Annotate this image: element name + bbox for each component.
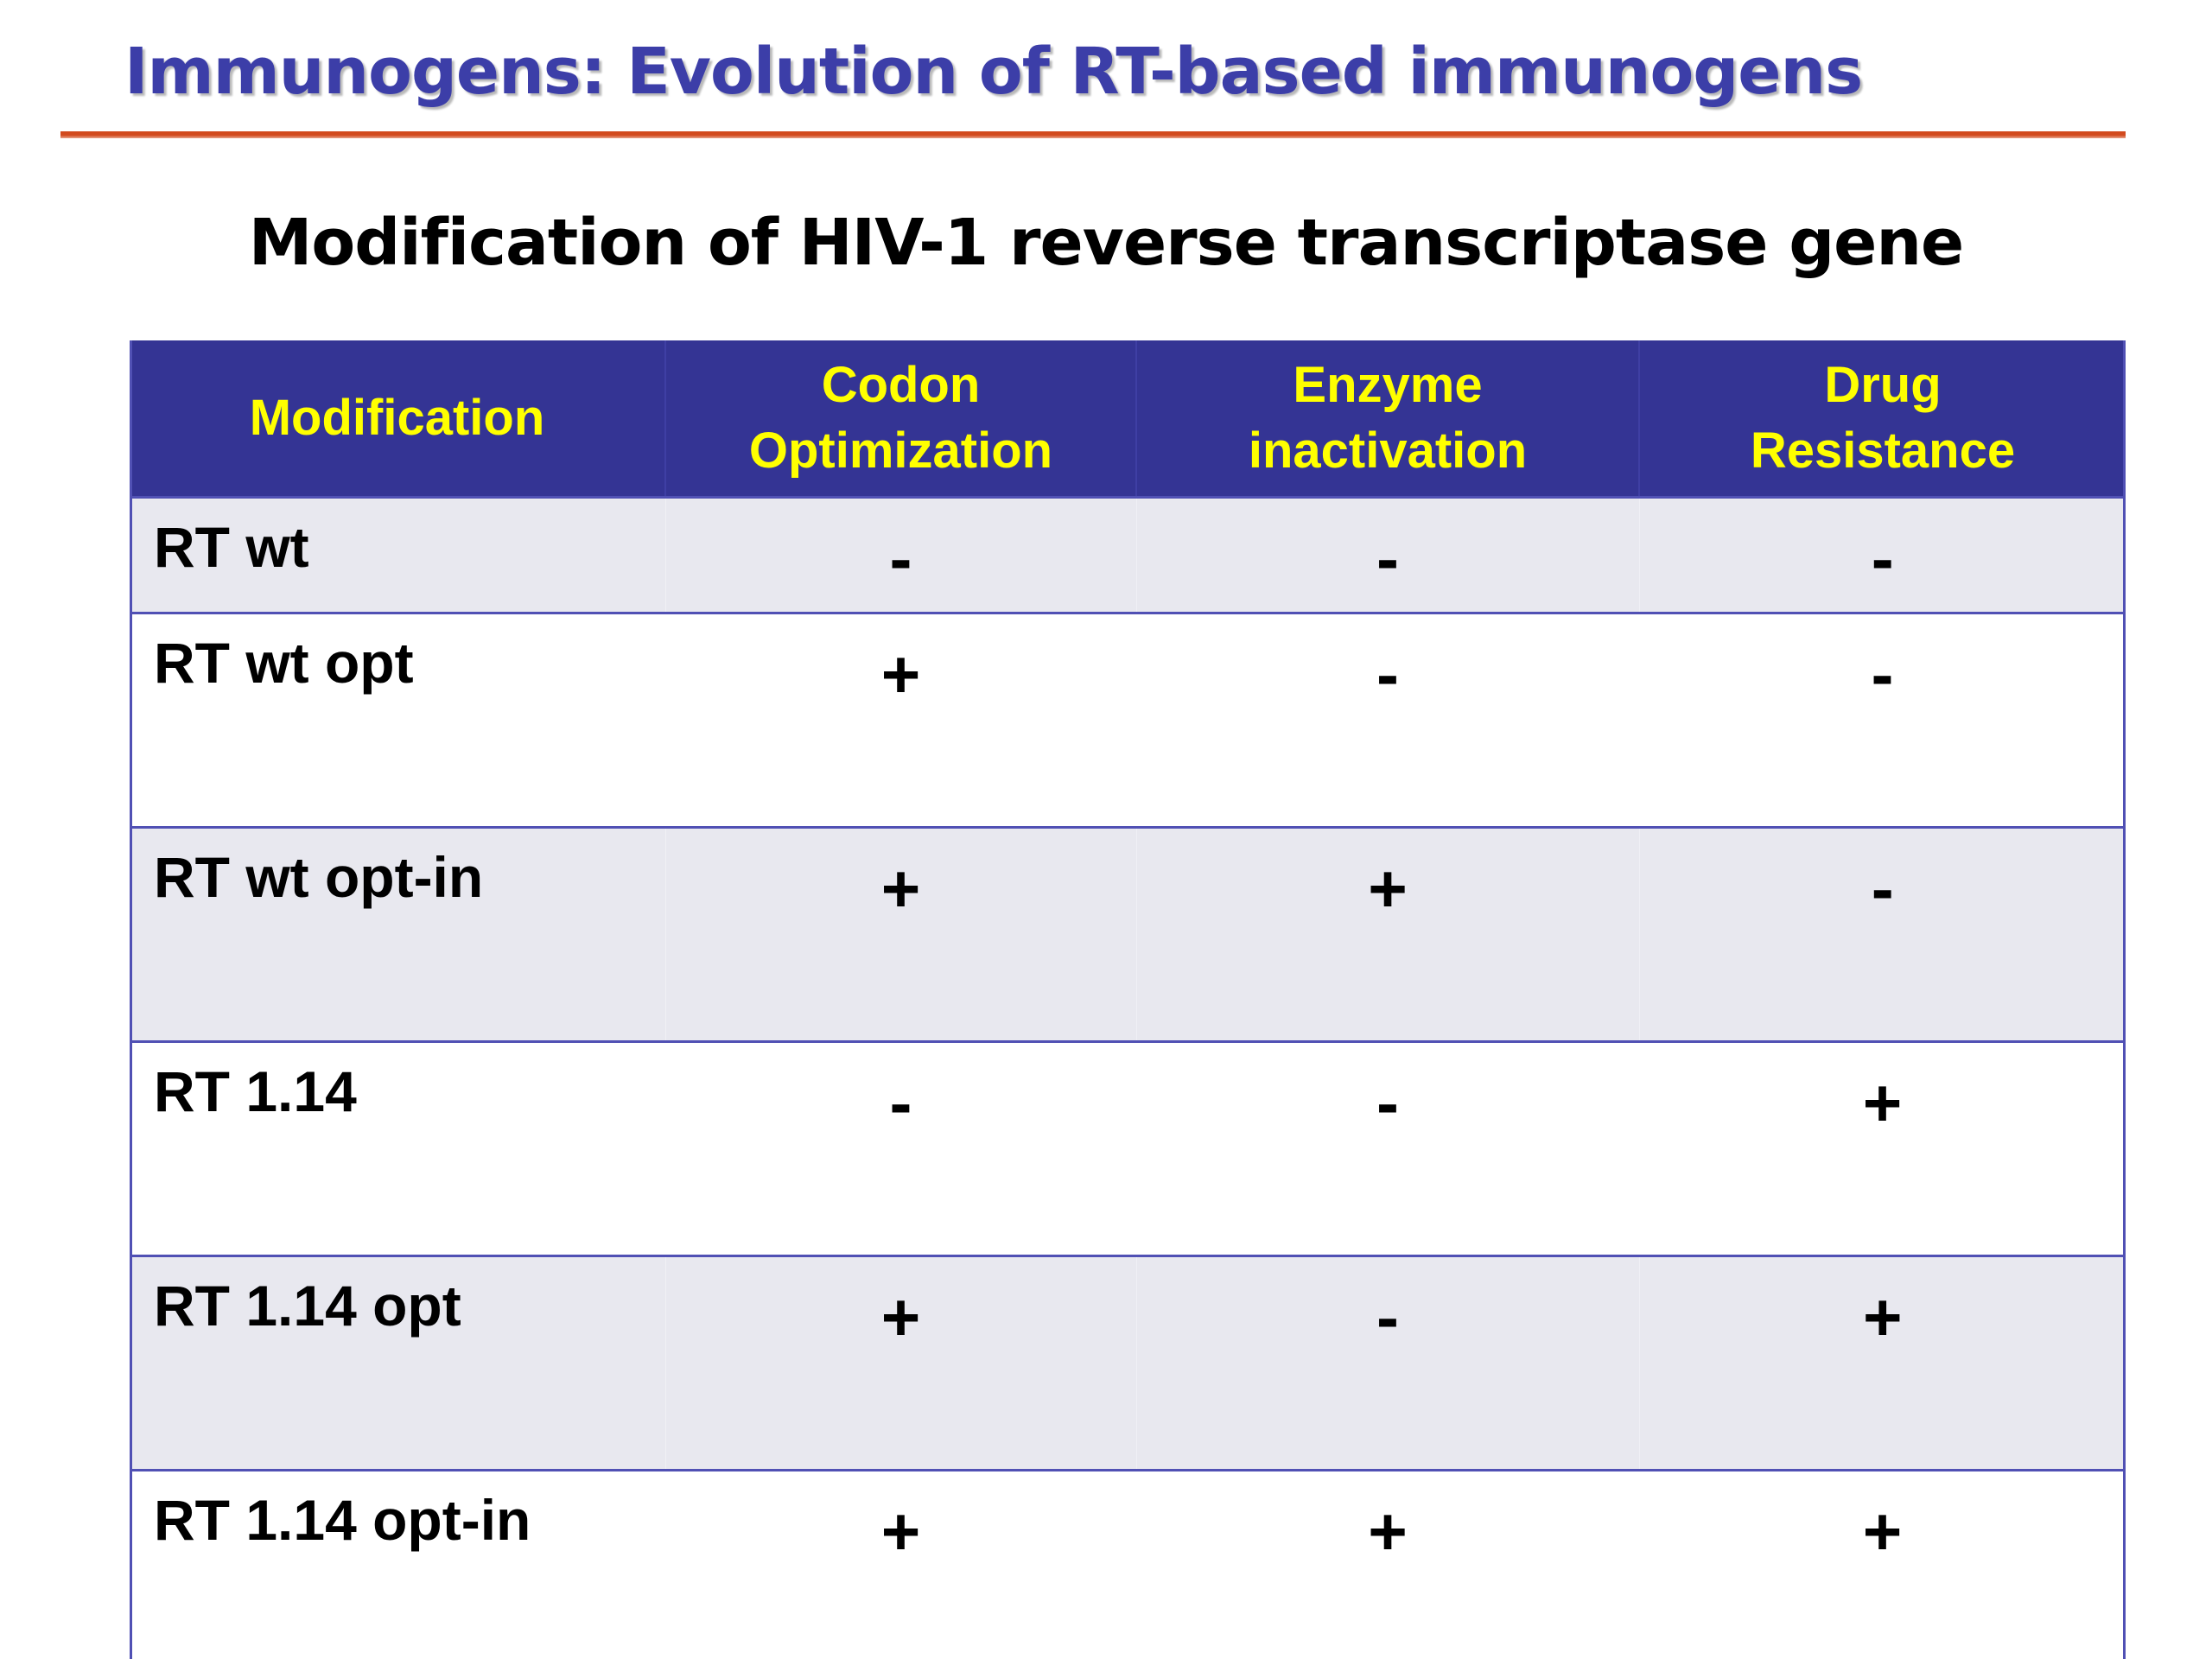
header-enzyme-line2: inactivation [1248, 423, 1528, 479]
enzyme-inactivation-cell: + [1135, 826, 1639, 1042]
row-name: RT 1.14 [130, 1040, 665, 1256]
enzyme-inactivation-cell: - [1135, 1255, 1639, 1471]
table-row: RT wt opt + - - [130, 612, 2126, 828]
enzyme-inactivation-cell: - [1136, 1040, 1639, 1256]
table-row: RT 1.14 - - + [130, 1040, 2126, 1256]
codon-optimization-cell: + [665, 1469, 1136, 1678]
title-underline [60, 131, 2126, 138]
header-modification-label: Modification [249, 390, 545, 446]
header-enzyme-line1: Enzyme [1293, 357, 1483, 413]
enzyme-inactivation-cell: - [1135, 496, 1639, 613]
header-modification: Modification [130, 340, 666, 498]
drug-resistance-cell: - [1638, 496, 2126, 613]
table-row: RT wt opt-in + + - [130, 826, 2126, 1042]
codon-optimization-cell: + [664, 1255, 1136, 1471]
drug-resistance-cell: + [1639, 1040, 2126, 1256]
slide-subtitle: Modification of HIV-1 reverse transcript… [248, 206, 1964, 280]
header-codon-optimization: Codon Optimization [665, 340, 1137, 498]
row-name: RT wt opt [130, 612, 665, 828]
slide-title: Immunogens: Evolution of RT-based immuno… [124, 35, 1863, 109]
codon-optimization-cell: - [665, 1040, 1136, 1256]
codon-optimization-cell: - [664, 496, 1136, 613]
enzyme-inactivation-cell: - [1136, 612, 1639, 828]
modification-table: Modification Codon Optimization Enzyme i… [130, 340, 2126, 1678]
drug-resistance-cell: + [1639, 1469, 2126, 1678]
header-drug-line2: Resistance [1750, 423, 2016, 479]
header-enzyme-inactivation: Enzyme inactivation [1136, 340, 1640, 498]
table-row: RT 1.14 opt-in + + + [130, 1469, 2126, 1678]
row-name: RT wt opt-in [130, 826, 665, 1042]
codon-optimization-cell: + [665, 612, 1136, 828]
drug-resistance-cell: - [1638, 826, 2126, 1042]
row-name: RT 1.14 opt-in [130, 1469, 665, 1678]
header-codon-line1: Codon [821, 357, 981, 413]
header-drug-line1: Drug [1824, 357, 1942, 413]
table-row: RT 1.14 opt + - + [130, 1255, 2126, 1471]
header-drug-resistance: Drug Resistance [1639, 340, 2126, 498]
drug-resistance-cell: + [1638, 1255, 2126, 1471]
row-name: RT wt [130, 496, 665, 613]
table-left-border [130, 340, 132, 1659]
codon-optimization-cell: + [664, 826, 1136, 1042]
header-row: Modification Codon Optimization Enzyme i… [130, 340, 2126, 498]
row-name: RT 1.14 opt [130, 1255, 665, 1471]
header-codon-line2: Optimization [748, 423, 1053, 479]
drug-resistance-cell: - [1639, 612, 2126, 828]
table-right-border [2123, 340, 2126, 1659]
table-row: RT wt - - - [130, 496, 2126, 613]
enzyme-inactivation-cell: + [1136, 1469, 1639, 1678]
